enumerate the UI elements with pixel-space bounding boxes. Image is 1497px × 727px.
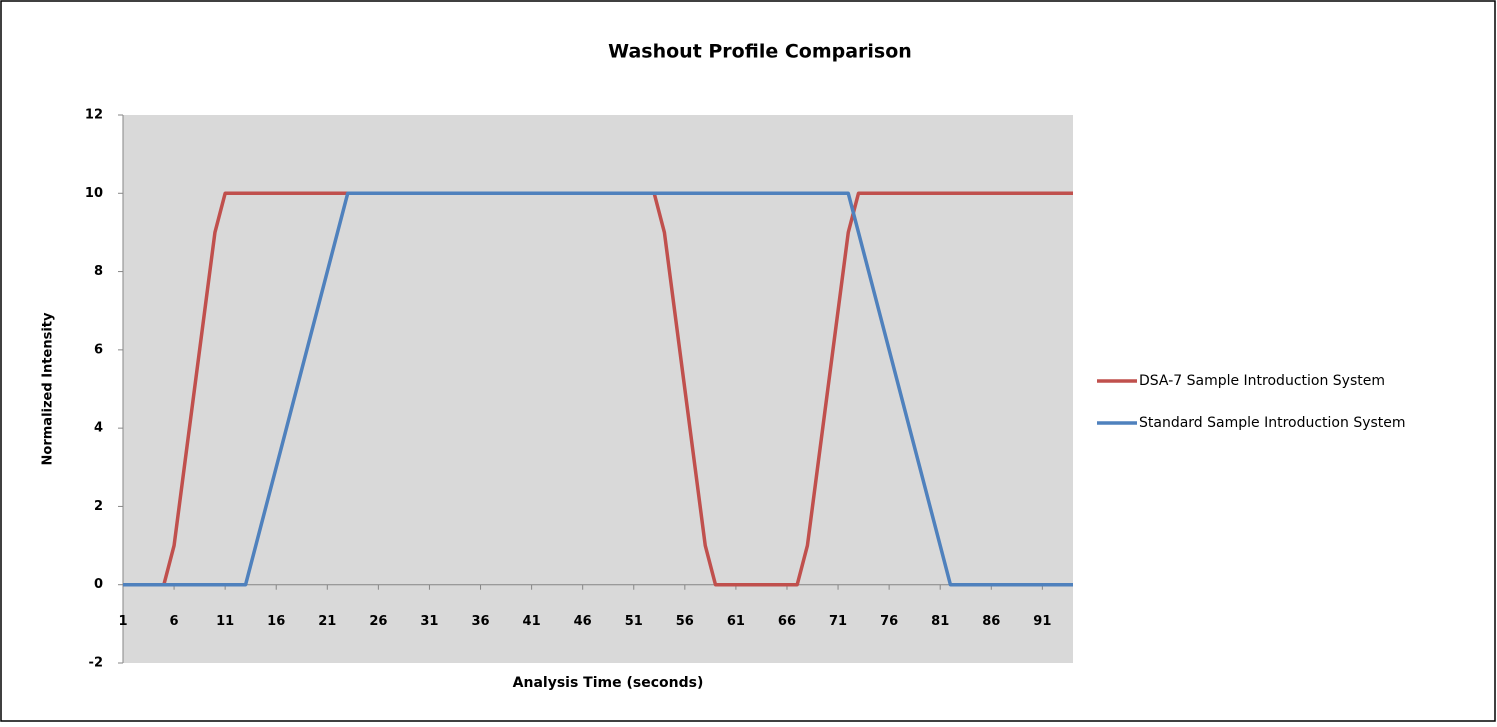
x-tick-label: 66 (778, 614, 796, 629)
plot-area (123, 115, 1073, 663)
y-tick-label: 8 (94, 264, 103, 279)
x-tick-label: 71 (829, 614, 847, 629)
x-tick-label: 81 (931, 614, 949, 629)
x-axis-label: Analysis Time (seconds) (513, 675, 704, 691)
y-tick-label: 10 (85, 186, 103, 201)
x-tick-label: 76 (880, 614, 898, 629)
x-tick-label: 61 (727, 614, 745, 629)
y-tick-label: 4 (94, 421, 103, 436)
data-line (123, 191, 1073, 587)
x-tick-label: 16 (267, 614, 285, 629)
x-tick-label: 91 (1033, 614, 1051, 629)
legend-label: Standard Sample Introduction System (1139, 415, 1406, 431)
x-tick-label: 26 (369, 614, 387, 629)
x-tick-label: 86 (982, 614, 1000, 629)
y-tick-label: -2 (89, 656, 103, 671)
y-axis-label: Normalized Intensity (41, 312, 56, 465)
y-tick-label: 12 (85, 108, 103, 123)
x-tick-label: 51 (625, 614, 643, 629)
y-tick-label: 6 (94, 342, 103, 357)
x-tick-label: 6 (170, 614, 179, 629)
x-tick-label: 36 (471, 614, 489, 629)
legend-label: DSA-7 Sample Introduction System (1139, 373, 1385, 389)
chart-title: Washout Profile Comparison (608, 41, 912, 63)
x-tick-label: 41 (523, 614, 541, 629)
y-tick-label: 0 (94, 577, 103, 592)
x-tick-label: 1 (118, 614, 127, 629)
x-tick-label: 11 (216, 614, 234, 629)
y-tick-label: 2 (94, 499, 103, 514)
x-tick-label: 31 (420, 614, 438, 629)
x-tick-label: 46 (574, 614, 592, 629)
x-tick-label: 56 (676, 614, 694, 629)
x-tick-label: 21 (318, 614, 336, 629)
